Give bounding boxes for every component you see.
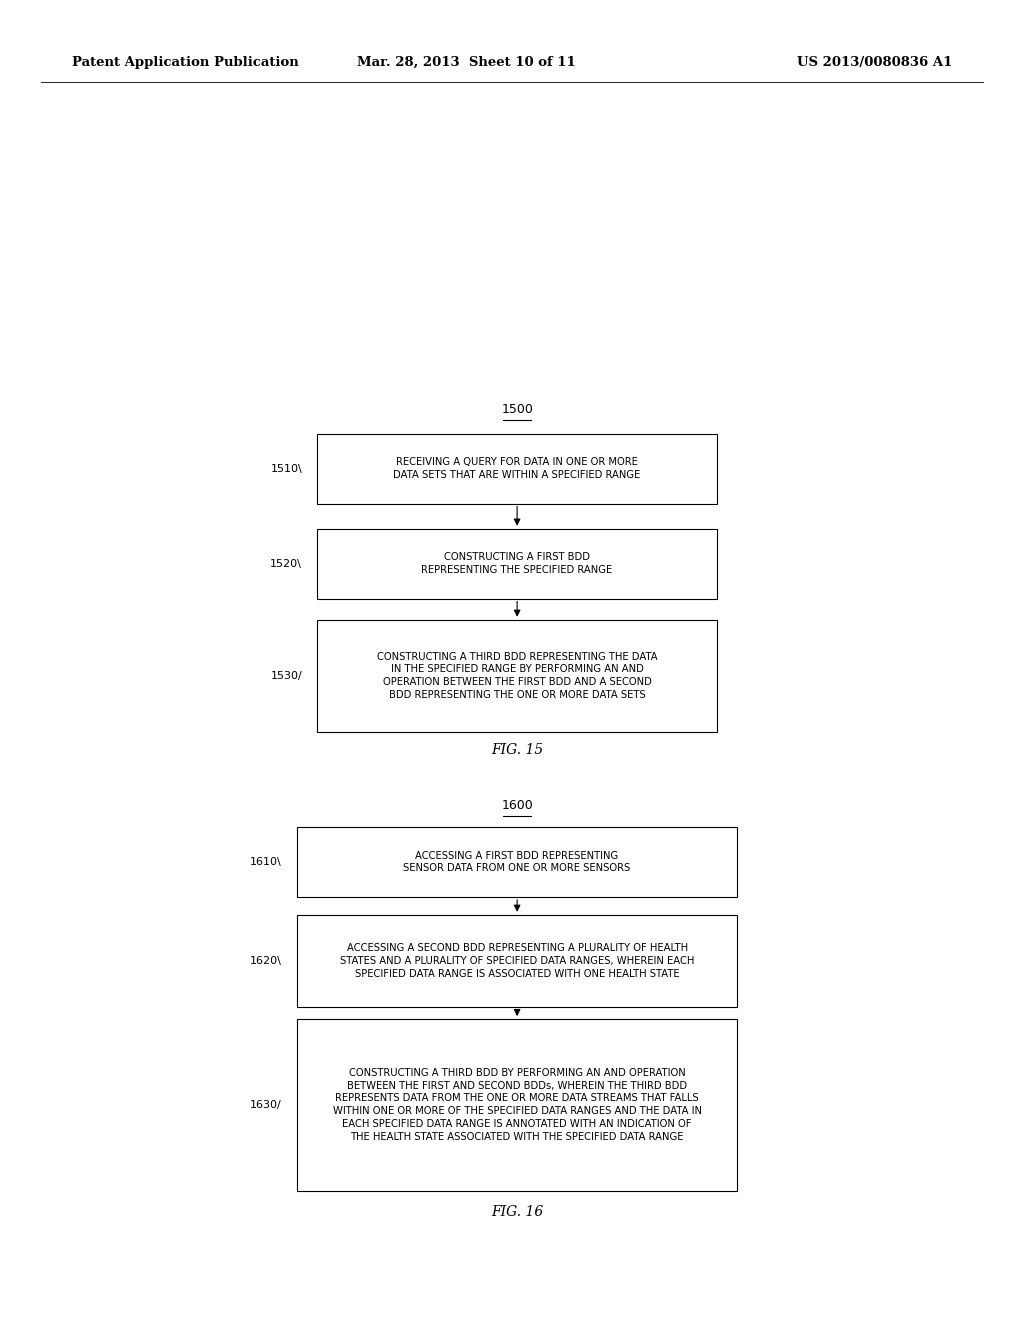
- Text: FIG. 16: FIG. 16: [490, 1205, 544, 1218]
- FancyBboxPatch shape: [297, 826, 737, 898]
- Text: 1630/: 1630/: [250, 1100, 282, 1110]
- FancyBboxPatch shape: [317, 528, 717, 599]
- Text: ACCESSING A FIRST BDD REPRESENTING
SENSOR DATA FROM ONE OR MORE SENSORS: ACCESSING A FIRST BDD REPRESENTING SENSO…: [403, 850, 631, 874]
- Text: 1620\: 1620\: [250, 956, 282, 966]
- Text: 1600: 1600: [501, 799, 534, 812]
- Text: Mar. 28, 2013  Sheet 10 of 11: Mar. 28, 2013 Sheet 10 of 11: [356, 55, 575, 69]
- Text: CONSTRUCTING A FIRST BDD
REPRESENTING THE SPECIFIED RANGE: CONSTRUCTING A FIRST BDD REPRESENTING TH…: [422, 552, 612, 576]
- Text: US 2013/0080836 A1: US 2013/0080836 A1: [797, 55, 952, 69]
- Text: 1530/: 1530/: [270, 671, 302, 681]
- Text: Patent Application Publication: Patent Application Publication: [72, 55, 298, 69]
- FancyBboxPatch shape: [297, 1019, 737, 1191]
- Text: CONSTRUCTING A THIRD BDD BY PERFORMING AN AND OPERATION
BETWEEN THE FIRST AND SE: CONSTRUCTING A THIRD BDD BY PERFORMING A…: [333, 1068, 701, 1142]
- Text: RECEIVING A QUERY FOR DATA IN ONE OR MORE
DATA SETS THAT ARE WITHIN A SPECIFIED : RECEIVING A QUERY FOR DATA IN ONE OR MOR…: [393, 457, 641, 480]
- Text: ACCESSING A SECOND BDD REPRESENTING A PLURALITY OF HEALTH
STATES AND A PLURALITY: ACCESSING A SECOND BDD REPRESENTING A PL…: [340, 944, 694, 978]
- Text: 1610\: 1610\: [250, 857, 282, 867]
- FancyBboxPatch shape: [297, 915, 737, 1007]
- Text: 1510\: 1510\: [270, 463, 302, 474]
- Text: 1500: 1500: [501, 403, 534, 416]
- Text: CONSTRUCTING A THIRD BDD REPRESENTING THE DATA
IN THE SPECIFIED RANGE BY PERFORM: CONSTRUCTING A THIRD BDD REPRESENTING TH…: [377, 652, 657, 700]
- FancyBboxPatch shape: [317, 433, 717, 503]
- Text: 1520\: 1520\: [270, 558, 302, 569]
- Text: FIG. 15: FIG. 15: [490, 743, 544, 756]
- FancyBboxPatch shape: [317, 620, 717, 731]
